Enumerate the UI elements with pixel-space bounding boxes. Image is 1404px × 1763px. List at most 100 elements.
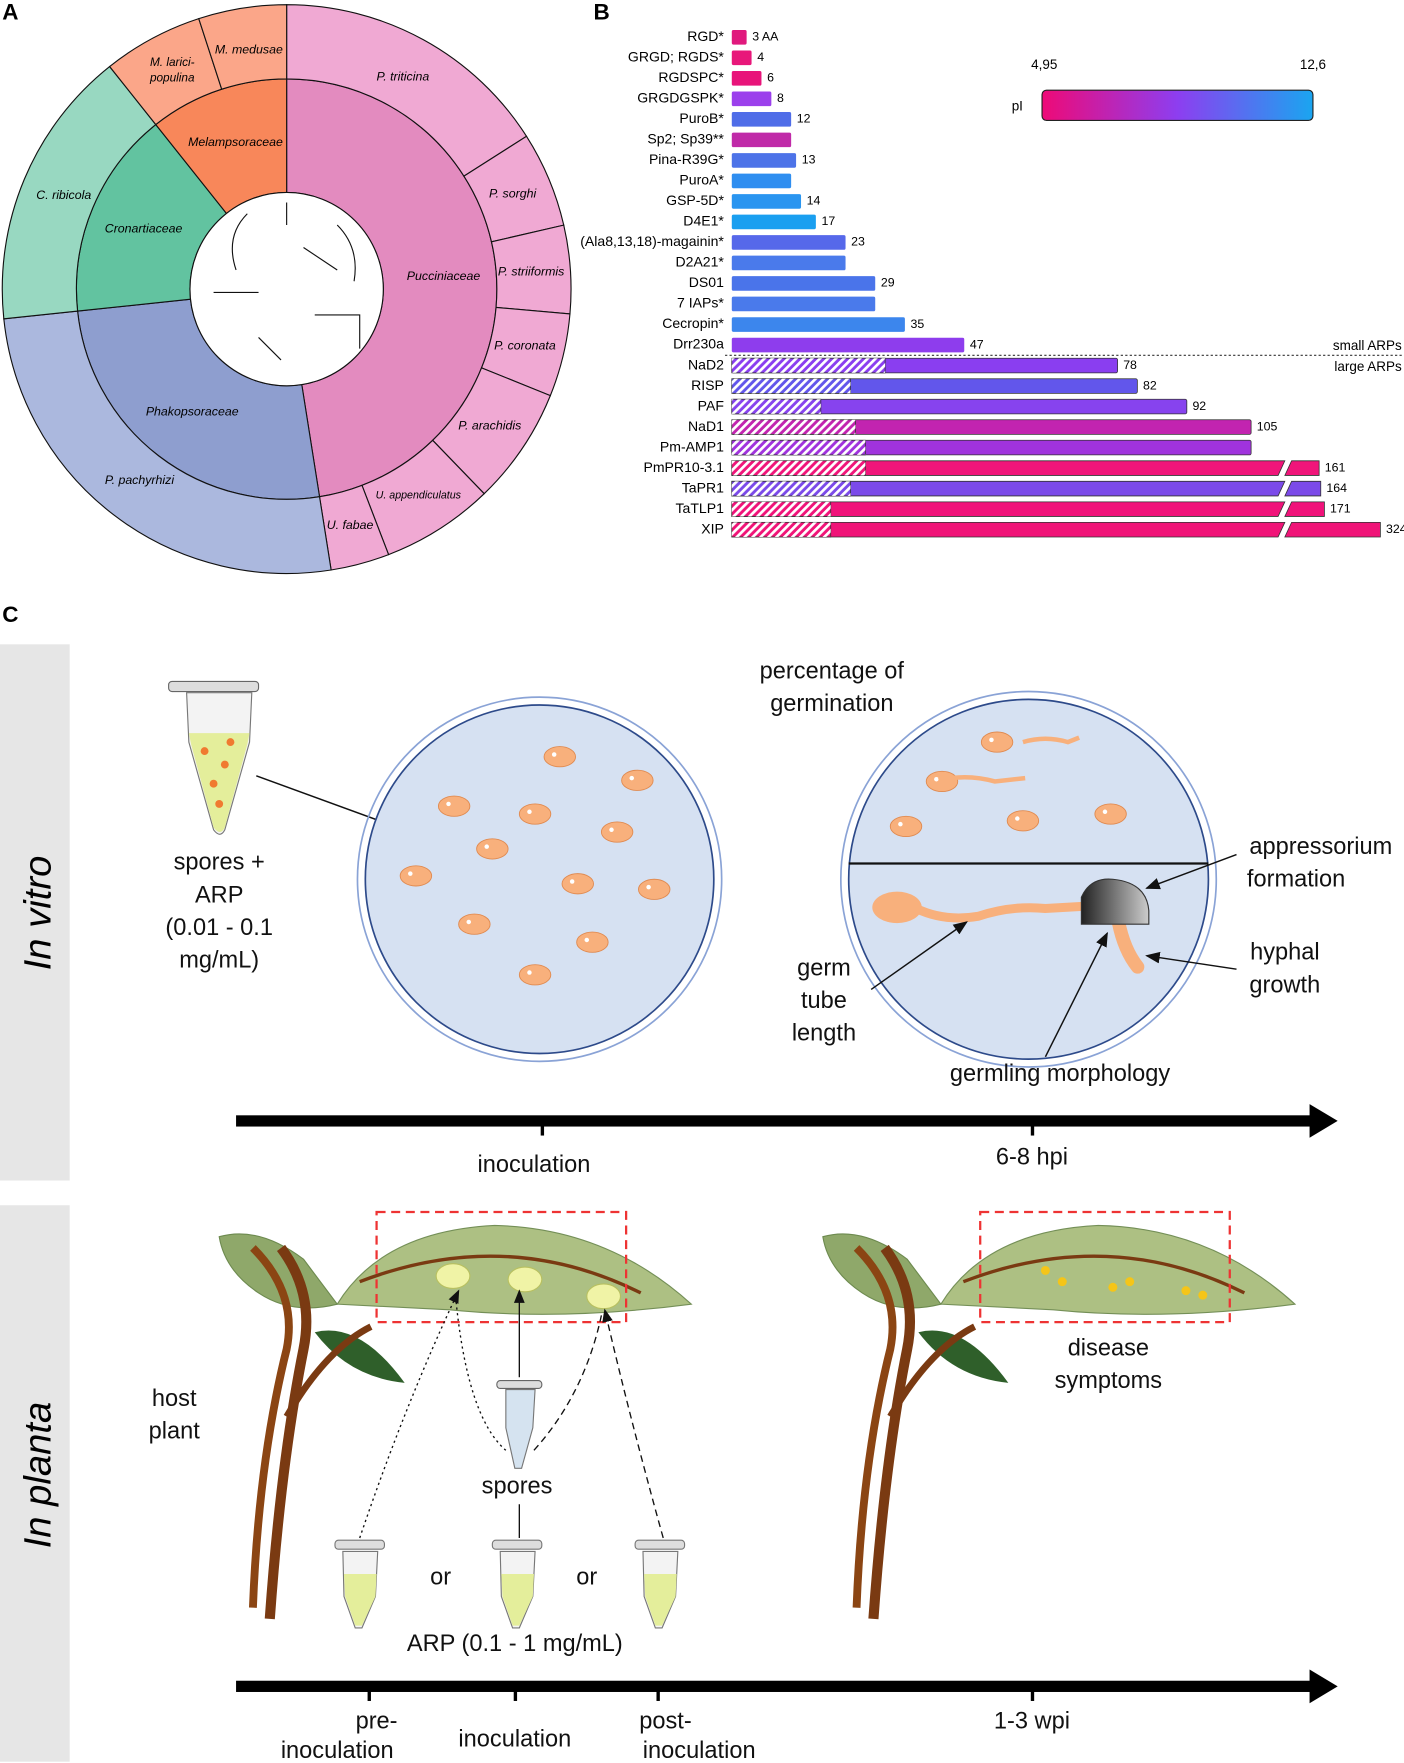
category-label: 7 IAPs* (677, 295, 724, 311)
label: germination (770, 691, 893, 717)
legend-title: pI (1012, 99, 1023, 114)
label: spores + (174, 850, 265, 876)
value-label: 17 (821, 214, 835, 228)
spore (543, 746, 576, 768)
spore-dot (609, 827, 614, 833)
value-label: 23 (851, 235, 865, 249)
bar (731, 91, 772, 107)
label: formation (1247, 867, 1345, 893)
side-band (0, 1205, 70, 1762)
spore (458, 913, 491, 935)
family-label: Melampsoraceae (188, 135, 283, 149)
category-label: RGD* (687, 28, 724, 44)
label: plant (149, 1419, 201, 1445)
spore-dot (569, 879, 575, 884)
category-label: PAF (698, 397, 725, 413)
category-label: Pm-AMP1 (660, 438, 724, 454)
spore-dot (484, 844, 489, 849)
label: percentage of (760, 659, 905, 685)
species-sector (198, 4, 288, 90)
dish (847, 698, 1210, 1060)
bar (731, 214, 816, 230)
tube (496, 1380, 543, 1469)
side-label: In planta (17, 1402, 60, 1549)
value-label: 78 (1123, 358, 1137, 372)
spore-dot (466, 919, 471, 925)
side-band (0, 644, 70, 1181)
bar (731, 50, 752, 66)
spore (437, 795, 471, 817)
group-label: small ARPs (1333, 338, 1402, 353)
label: length (792, 1021, 856, 1047)
category-label: XIP (701, 520, 724, 536)
signal-peptide-hatch (731, 419, 856, 435)
plant (822, 1224, 1297, 1620)
spore-dot (408, 871, 413, 876)
value-label: 6 (767, 71, 774, 85)
arrows (359, 1289, 664, 1539)
timeline-label: 6-8 hpi (996, 1144, 1068, 1170)
dendrogram (213, 202, 361, 361)
category-label: PuroB* (679, 110, 724, 126)
spore (518, 803, 552, 825)
value-label: 8 (777, 91, 784, 105)
spore (621, 769, 654, 791)
spore-dot (989, 737, 994, 743)
tube (168, 680, 260, 835)
category-label: GSP-5D* (666, 192, 724, 208)
timeline (236, 1104, 1338, 1138)
category-label: (Ala8,13,18)-magainin* (580, 233, 724, 249)
species-label: P. arachidis (458, 418, 521, 432)
category-label: TaPR1 (682, 479, 724, 495)
legend-label: 12,6 (1300, 57, 1326, 72)
label: germling morphology (950, 1061, 1171, 1087)
spore (980, 731, 1014, 753)
infection-spots (435, 1263, 622, 1310)
timeline-label: inoculation (281, 1738, 394, 1763)
highlight-box (375, 1210, 628, 1324)
species-label: U. fabae (327, 518, 374, 532)
category-label: Pina-R39G* (649, 151, 724, 167)
category-label: Drr230a (673, 336, 724, 352)
spore (638, 878, 671, 900)
value-label: 92 (1192, 399, 1206, 413)
value-label: 4 (757, 50, 764, 64)
bar (731, 132, 792, 148)
bar (731, 29, 747, 45)
category-label: D2A21* (675, 254, 724, 270)
category-label: PuroA* (679, 172, 724, 188)
timeline-label: post- (639, 1709, 691, 1735)
spore (889, 815, 923, 837)
label: tube (801, 988, 847, 1014)
label: ARP (0.1 - 1 mg/mL) (407, 1631, 623, 1657)
spore (1094, 803, 1127, 825)
timeline-label: 1-3 wpi (994, 1709, 1070, 1735)
signal-peptide-hatch (731, 378, 851, 394)
label: or (430, 1565, 451, 1591)
label: hyphal (1250, 940, 1320, 966)
spore-dot (1015, 816, 1020, 821)
family-label: Phakopsoraceae (146, 404, 239, 418)
timeline-label: pre- (356, 1709, 398, 1735)
spore (600, 821, 634, 843)
value-label: 29 (881, 276, 895, 290)
family-label: Pucciniaceae (407, 269, 481, 283)
category-label: GRGD; RGDS* (628, 49, 725, 65)
signal-peptide-hatch (731, 460, 866, 476)
bar (731, 296, 876, 312)
signal-peptide-hatch (731, 501, 831, 517)
label: growth (1249, 972, 1320, 998)
label: spores (482, 1474, 553, 1500)
value-label: 3 AA (752, 30, 779, 44)
species-label: P. pachyrhizi (105, 473, 175, 487)
category-label: RISP (691, 377, 724, 393)
dish (356, 696, 723, 1063)
spore (518, 964, 552, 986)
germling (872, 735, 1150, 974)
signal-peptide-hatch (731, 522, 831, 537)
label: host (152, 1386, 197, 1412)
category-label: GRGDGSPK* (637, 90, 724, 106)
bar (731, 337, 965, 353)
